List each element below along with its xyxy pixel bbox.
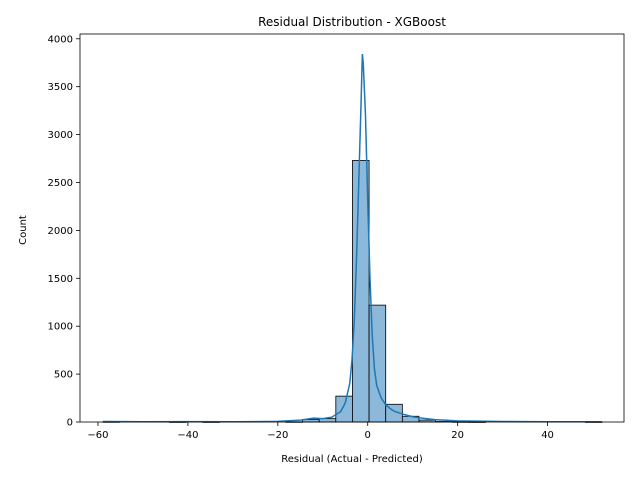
y-tick-label: 3000: [48, 130, 73, 141]
x-axis-label: Residual (Actual - Predicted): [281, 454, 423, 465]
y-axis-ticks: 0 500 1000 1500 2000 2500 3000 3500 4000: [48, 34, 80, 429]
y-tick-label: 4000: [48, 34, 73, 45]
x-tick-label: 20: [451, 430, 464, 441]
y-axis-label: Count: [18, 215, 29, 245]
y-tick-label: 3500: [48, 82, 73, 93]
kde-curve: [102, 54, 602, 423]
x-tick-label: −60: [87, 430, 108, 441]
y-tick-label: 0: [67, 418, 73, 429]
x-tick-label: 40: [541, 430, 554, 441]
x-axis-ticks: −60 −40 −20 0 20 40: [87, 422, 554, 441]
y-tick-label: 2500: [48, 178, 73, 189]
y-tick-label: 500: [54, 370, 73, 381]
x-tick-label: −20: [267, 430, 288, 441]
y-tick-label: 1000: [48, 322, 73, 333]
y-tick-label: 1500: [48, 274, 73, 285]
x-tick-label: −40: [177, 430, 198, 441]
bars-layer: [102, 160, 603, 423]
y-tick-label: 2000: [48, 226, 73, 237]
histogram-bar: [335, 395, 353, 423]
x-tick-label: 0: [365, 430, 371, 441]
axes-frame: [79, 33, 625, 423]
chart-title: Residual Distribution - XGBoost: [258, 15, 446, 29]
